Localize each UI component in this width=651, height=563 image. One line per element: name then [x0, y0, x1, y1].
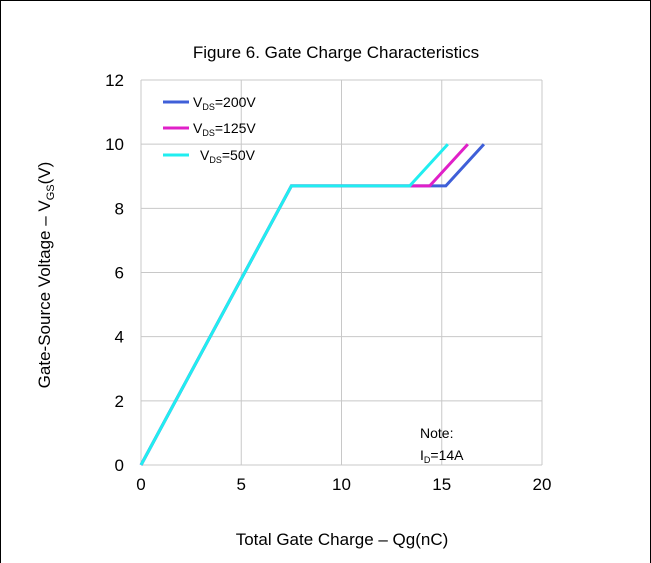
y-tick-label: 2 — [115, 392, 124, 411]
x-tick-label: 0 — [136, 475, 145, 494]
legend: VDS=200V VDS=125V VDS=50V — [163, 94, 256, 165]
note-label: Note: — [420, 425, 453, 441]
series-line-2 — [139, 143, 449, 466]
x-tick-label: 5 — [237, 475, 246, 494]
tick-labels: 0 5 10 15 20 0 2 4 6 8 10 12 — [105, 71, 551, 494]
legend-label-1: VDS=125V — [193, 120, 256, 138]
y-axis-label: Gate-Source Voltage – VGS(V) — [35, 162, 57, 389]
series-line-1 — [139, 143, 469, 466]
y-tick-label: 6 — [115, 264, 124, 283]
note-current: ID=14A — [420, 447, 464, 465]
x-tick-label: 15 — [432, 475, 451, 494]
chart-title: Figure 6. Gate Charge Characteristics — [193, 43, 479, 62]
series-lines — [139, 143, 486, 466]
x-tick-label: 10 — [332, 475, 351, 494]
x-tick-label: 20 — [533, 475, 552, 494]
y-tick-label: 0 — [115, 456, 124, 475]
y-tick-label: 12 — [105, 71, 124, 90]
y-tick-label: 8 — [115, 199, 124, 218]
x-axis-label: Total Gate Charge – Qg(nC) — [236, 530, 449, 549]
y-tick-label: 4 — [115, 328, 124, 347]
y-tick-label: 10 — [105, 135, 124, 154]
grid — [140, 79, 543, 466]
legend-label-2: VDS=50V — [200, 147, 256, 165]
legend-label-0: VDS=200V — [193, 94, 256, 112]
series-line-0 — [139, 143, 486, 466]
